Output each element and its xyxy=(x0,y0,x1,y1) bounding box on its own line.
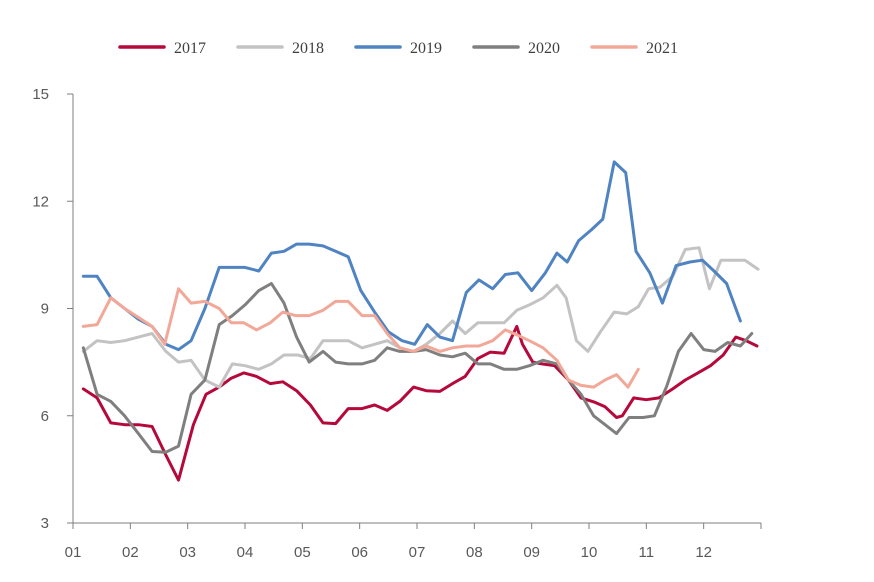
legend-label-2018: 2018 xyxy=(292,40,324,57)
series-line-2020 xyxy=(81,282,754,454)
legend-label-2017: 2017 xyxy=(174,40,206,57)
legend-label-2019: 2019 xyxy=(410,40,442,57)
x-tick-label: 04 xyxy=(237,544,254,561)
y-tick-label: 9 xyxy=(41,301,49,318)
y-tick-label: 12 xyxy=(32,193,49,210)
chart-legend: 2017 2018 2019 2020 2021 xyxy=(118,40,678,57)
x-tick-label: 05 xyxy=(294,544,311,561)
x-tick-label: 03 xyxy=(179,544,196,561)
x-tick-label: 01 xyxy=(65,544,82,561)
x-tick-label: 06 xyxy=(351,544,368,561)
x-tick-label: 02 xyxy=(122,544,139,561)
axes-layer xyxy=(72,94,761,524)
legend-label-2020: 2020 xyxy=(528,40,560,57)
legend-label-2021: 2021 xyxy=(646,40,678,57)
x-axis-ticks: 01 02 03 04 05 06 07 08 09 10 11 12 xyxy=(65,523,762,561)
series-line-2018 xyxy=(81,246,760,389)
x-tick-label: 10 xyxy=(581,544,598,561)
x-tick-label: 11 xyxy=(639,544,655,561)
series-layer xyxy=(81,160,760,482)
series-line-2021 xyxy=(81,287,640,389)
x-tick-label: 07 xyxy=(409,544,426,561)
y-axis-ticks: 3 6 9 12 15 xyxy=(32,86,73,532)
y-tick-label: 15 xyxy=(32,86,49,103)
x-tick-label: 09 xyxy=(523,544,540,561)
x-tick-label: 08 xyxy=(466,544,483,561)
y-tick-label: 6 xyxy=(41,408,49,425)
series-line-2019 xyxy=(81,160,742,352)
series-line-2017 xyxy=(81,324,759,482)
x-tick-label: 12 xyxy=(695,544,712,561)
y-tick-label: 3 xyxy=(41,515,49,532)
